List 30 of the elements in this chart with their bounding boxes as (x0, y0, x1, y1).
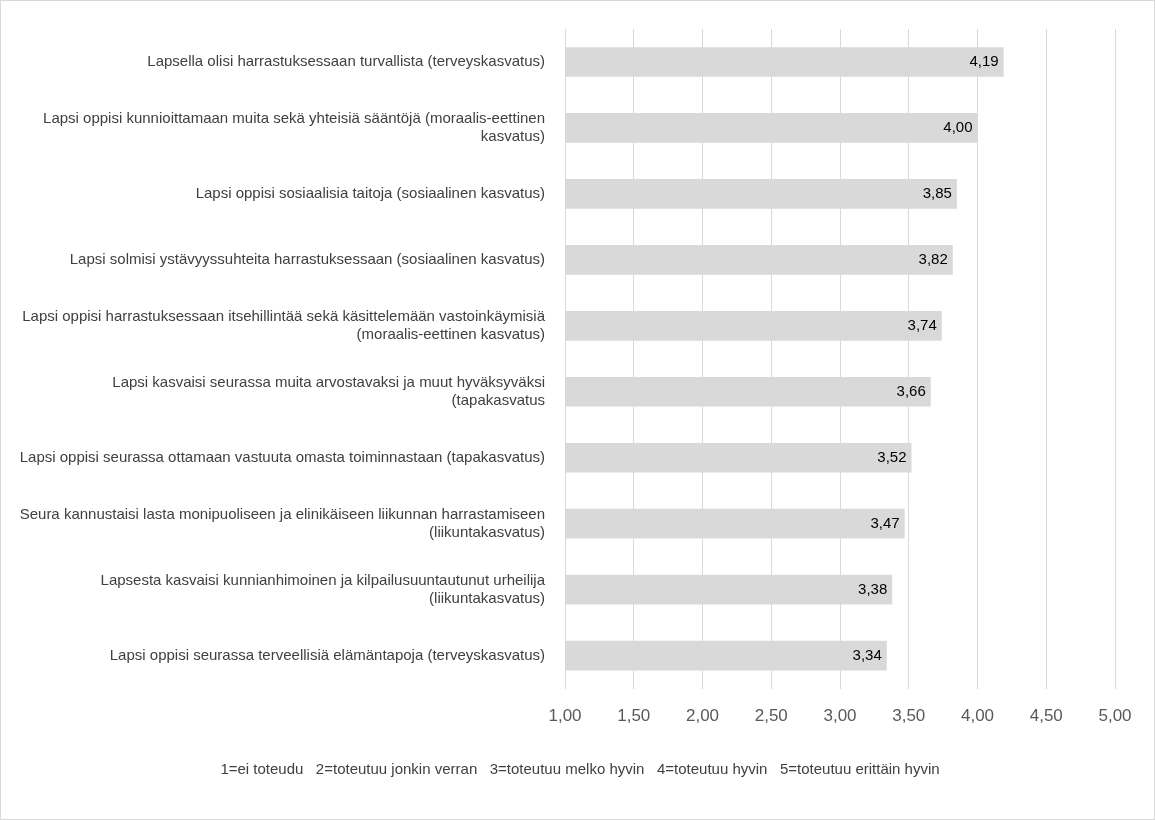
y-tick-label: Lapsi oppisi seurassa terveellisiä elämäntapoja (terveyskasvatus) (109, 645, 545, 663)
data-label: 3,38 (858, 579, 888, 597)
text: 1=ei toteudu 2=toteutuu jonkin verran 3=toteutuu melko hyvin 4=toteutuu hyvin 5=toteutuu erittäin hyvin (219, 760, 941, 778)
x-tick-label: 4,50 (1029, 706, 1063, 726)
y-tick-label: Lapsi solmisi ystävyyssuhteita harrastuksessaan (sosiaalinen kasvatus) (69, 250, 545, 267)
x-tick-label: 5,00 (1098, 706, 1132, 726)
y-tick-label: Lapsella olisi harrastuksessaan turvallista (terveyskasvatus) (147, 52, 545, 70)
y-tick-label: Lapsi kasvaisi seurassa muita arvostavaksi ja muut hyväksyväksi (tapakasvatus (112, 372, 545, 408)
x-tick-label: 2,00 (685, 706, 720, 726)
data-label: 3,52 (877, 447, 907, 465)
data-label: 4,00 (943, 118, 973, 136)
x-tick-label: 3,50 (892, 706, 926, 726)
data-label: 3,74 (907, 315, 937, 333)
x-tick-label: 3,00 (823, 706, 857, 726)
x-tick-label: 4,00 (960, 706, 995, 726)
data-label: 3,66 (896, 381, 926, 399)
y-tick-label: Lapsesta kasvaisi kunnianhimoinen ja kilpailusuuntautunut urheilija (liikuntakasvatus) (100, 570, 546, 606)
x-tick-label: 1,00 (548, 706, 582, 726)
data-label: 3,47 (870, 513, 900, 531)
x-tick-label: 2,50 (754, 706, 788, 726)
y-tick-label: Lapsi oppisi kunnioittamaan muita sekä yhteisiä sääntöjä (moraalis-eettinen kasvatus) (43, 109, 545, 145)
data-label: 4,19 (969, 52, 999, 70)
y-tick-label: Seura kannustaisi lasta monipuoliseen ja elinikäiseen liikunnan harrastamiseen (liikuntakasvatus) (19, 504, 545, 540)
data-label: 3,85 (922, 184, 952, 202)
data-label: 3,34 (852, 645, 882, 663)
y-tick-label: Lapsi oppisi sosiaalisia taitoja (sosiaalinen kasvatus) (195, 184, 545, 202)
data-label: 3,82 (918, 250, 948, 267)
y-tick-label: Lapsi oppisi seurassa ottamaan vastuuta omasta toiminnastaan (tapakasvatus) (19, 447, 545, 465)
y-tick-label: Lapsi oppisi harrastuksessaan itsehillintää sekä käsittelemään vastoinkäymisiä (moraalis-eettinen kasvatus) (22, 306, 546, 342)
x-tick-label: 1,50 (617, 706, 651, 726)
